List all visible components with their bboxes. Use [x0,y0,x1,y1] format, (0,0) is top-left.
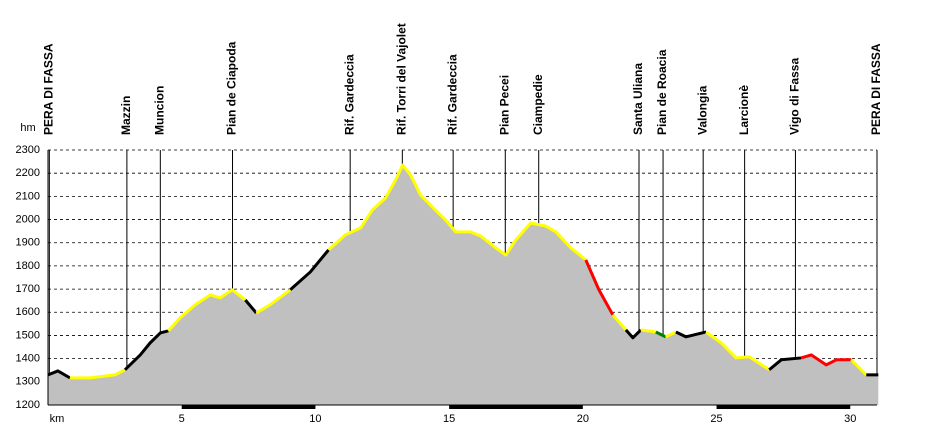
waypoint-label: Valongia [695,85,709,135]
profile-line [167,288,247,332]
waypoint-label: Santa Uliana [631,63,645,135]
y-tick-label: 1400 [16,353,40,365]
x-tick-label: 25 [710,413,722,425]
waypoint-label: Pian de Roacia [655,49,669,135]
profile-line [800,353,852,367]
y-tick-label: 1200 [16,399,40,411]
y-axis-label: hm [20,122,35,134]
x-tick-label: 15 [443,413,455,425]
x-tick-label: 20 [577,413,589,425]
profile-line [665,330,677,339]
y-tick-label: 2100 [16,190,40,202]
waypoint-label: Ciampedie [531,74,545,135]
y-tick-label: 2000 [16,213,40,225]
scale-bar [181,405,316,409]
profile-line [123,329,169,371]
x-axis-label: km [50,413,65,425]
profile-line [850,358,868,376]
y-tick-label: 2200 [16,167,40,179]
profile-line [244,299,258,314]
scale-bar [449,405,583,409]
profile-line [611,313,628,331]
profile-line [47,369,71,380]
waypoint-label: Mazzin [119,96,133,135]
y-tick-label: 1500 [16,329,40,341]
scale-bar [716,405,851,409]
profile-line [705,330,771,372]
x-tick-label: 10 [309,413,321,425]
waypoint-label: Larcionè [737,85,751,135]
y-tick-label: 1700 [16,283,40,295]
profile-line [255,288,292,315]
waypoint-label: Muncion [152,86,166,135]
profile-line [624,328,642,340]
y-tick-label: 1300 [16,376,40,388]
profile-line [584,259,615,316]
profile-area [48,165,879,405]
waypoint-label: Rif. Torri del Vajolet [395,23,409,135]
waypoint-label: Rif. Gardeccia [342,54,356,135]
waypoint-label: PERA DI FASSA [42,43,56,135]
y-tick-label: 1900 [16,237,40,249]
waypoint-label: PERA DI FASSA [869,43,883,135]
waypoint-label: Pian Pecei [497,75,511,135]
y-tick-label: 1600 [16,306,40,318]
x-tick-label: 5 [179,413,185,425]
waypoint-label: Pian de Ciapoda [225,41,239,135]
profile-line [69,368,126,380]
waypoint-label: Vigo di Fassa [788,58,802,135]
y-tick-label: 2300 [16,144,40,156]
waypoint-label: Rif. Gardeccia [445,54,459,135]
profile-line [289,248,330,291]
profile-line [655,330,667,339]
profile-line [675,330,707,339]
x-tick-label: 30 [844,413,856,425]
profile-line [640,328,657,334]
profile-line [768,356,802,371]
profile-line [327,163,587,262]
y-tick-label: 1800 [16,260,40,272]
